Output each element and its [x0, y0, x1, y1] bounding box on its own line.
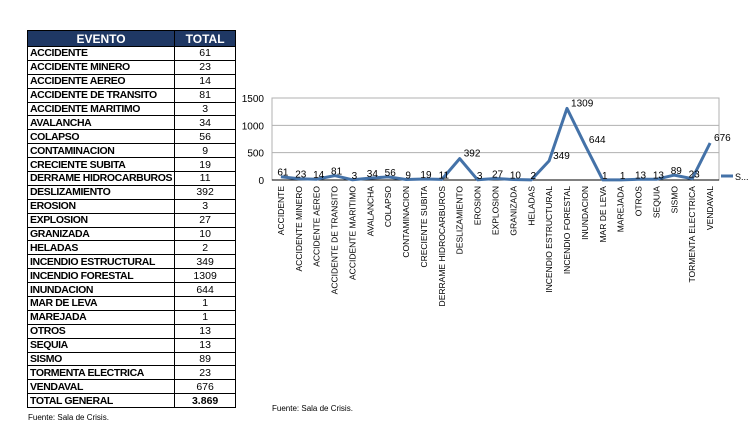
x-tick-label: OTROS [634, 186, 644, 217]
x-tick-label: MAREJADA [616, 186, 626, 233]
data-label: 3 [477, 171, 483, 182]
total-cell: 89 [174, 351, 237, 367]
x-tick-label: SISMO [669, 186, 679, 214]
x-tick-label: ACCIDENTE AEREO [312, 186, 322, 267]
header-evento: EVENTO [26, 30, 176, 47]
x-tick-label: ACCIDENTE [276, 186, 286, 235]
data-label: 81 [331, 167, 343, 178]
x-tick-label: DESLIZAMIENTO [455, 186, 465, 255]
data-label: 14 [313, 170, 325, 181]
x-tick-label: EROSION [473, 186, 483, 225]
x-tick-label: DERRAME HIDROCARBUROS [437, 186, 447, 307]
data-label: 676 [714, 133, 731, 144]
data-label: 1 [602, 171, 608, 182]
x-tick-label: ACCIDENTE MINERO [294, 186, 304, 272]
y-tick-label: 0 [258, 176, 264, 187]
x-tick-label: GRANIZADA [508, 186, 518, 236]
x-tick-label: COLAPSO [383, 186, 393, 227]
table-row: OTROS 13 [26, 323, 237, 339]
data-label: 644 [589, 135, 606, 146]
y-tick-label: 500 [247, 149, 264, 160]
chart-source-note: Fuente: Sala de Crisis. [272, 404, 353, 413]
x-tick-label: ACCIDENTE DE TRANSITO [330, 186, 340, 295]
data-label: 89 [671, 166, 683, 177]
data-label: 61 [277, 168, 289, 179]
y-tick-label: 1500 [242, 94, 265, 105]
data-label: 27 [492, 170, 504, 181]
data-label: 392 [464, 149, 481, 160]
header-total: TOTAL [174, 30, 237, 47]
legend-label: S... [735, 172, 749, 182]
data-label: 23 [689, 170, 701, 181]
series-line [280, 106, 712, 182]
table-total-row: TOTAL GENERAL 3.869 [26, 393, 237, 409]
table-row: ACCIDENTE MARITIMO 3 [26, 101, 237, 117]
data-label: 1 [620, 171, 626, 182]
data-label: 2 [530, 171, 536, 182]
x-tick-label: INCENDIO ESTRUCTURAL [544, 186, 554, 293]
x-tick-label: EXPLOSION [491, 186, 501, 235]
data-label: 13 [653, 170, 665, 181]
x-tick-label: INCENDIO FORESTAL [562, 186, 572, 274]
data-label: 13 [635, 170, 647, 181]
data-label: 23 [295, 170, 307, 181]
x-tick-label: TORMENTA ELECTRICA [687, 186, 697, 283]
y-tick-label: 1000 [242, 121, 265, 132]
total-label: TOTAL GENERAL [26, 393, 176, 409]
data-label: 56 [385, 168, 397, 179]
data-label: 9 [405, 171, 411, 182]
data-label: 10 [510, 170, 522, 181]
table-row: MAR DE LEVA 1 [26, 296, 237, 311]
data-label: 19 [420, 170, 432, 181]
data-label: 349 [553, 151, 570, 162]
x-tick-label: SEQUIA [651, 186, 661, 218]
x-tick-label: AVALANCHA [365, 186, 375, 237]
table-row: VENDAVAL 676 [26, 379, 237, 395]
x-tick-label: INUNDACION [580, 186, 590, 240]
data-label: 1309 [571, 98, 594, 109]
table-row: HELADAS 2 [26, 240, 237, 256]
x-tick-label: HELADAS [526, 186, 536, 226]
data-label: 11 [439, 170, 450, 181]
table-source-note: Fuente: Sala de Crisis. [28, 413, 109, 422]
table-row: SISMO 89 [26, 351, 237, 367]
events-table: EVENTO TOTAL ACCIDENTE 61 ACCIDENTE MINERO… [26, 30, 237, 409]
table-header-row: EVENTO TOTAL [26, 30, 237, 47]
data-label: 34 [367, 169, 379, 180]
total-value: 3.869 [174, 393, 237, 409]
x-tick-label: CRECIENTE SUBITA [419, 186, 429, 268]
x-tick-label: MAR DE LEVA [598, 186, 608, 243]
x-tick-label: VENDAVAL [705, 186, 715, 230]
x-tick-label: CONTAMINACION [401, 186, 411, 258]
data-label: 3 [352, 171, 358, 182]
x-tick-label: ACCIDENTE MARITIMO [347, 186, 357, 280]
